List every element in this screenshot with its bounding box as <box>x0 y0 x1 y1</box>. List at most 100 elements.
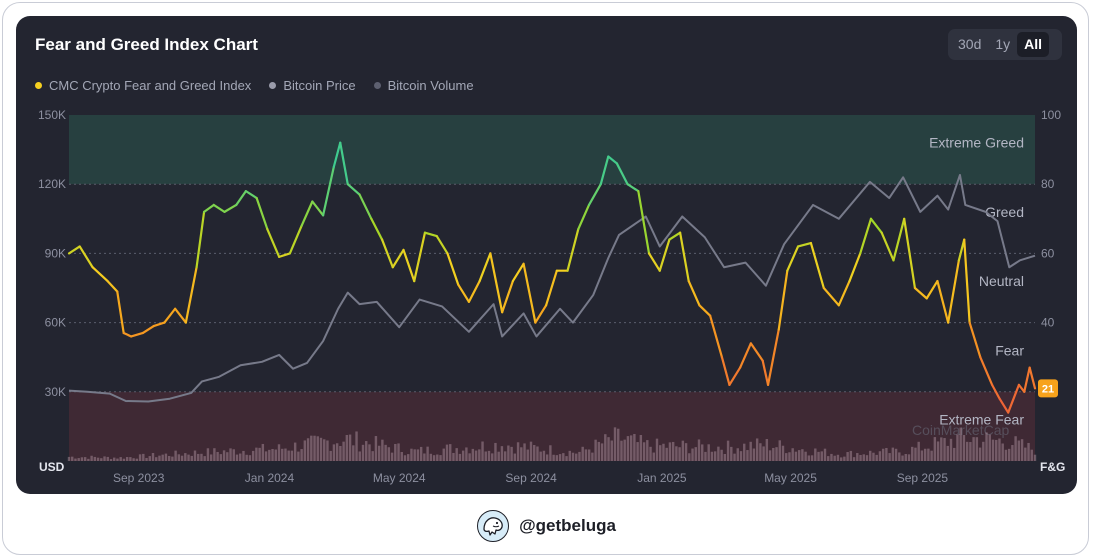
volume-bar <box>394 443 397 461</box>
volume-bar <box>956 434 959 461</box>
volume-bar <box>533 445 536 461</box>
volume-bar <box>875 454 878 461</box>
volume-bar <box>807 455 811 461</box>
volume-bar <box>978 447 982 461</box>
volume-bar <box>174 450 177 461</box>
fear-greed-line-segment <box>423 231 438 238</box>
volume-bar <box>765 438 769 461</box>
volume-bar <box>681 440 685 461</box>
volume-bar <box>1020 439 1024 461</box>
volume-bar <box>781 445 785 461</box>
volume-bar <box>998 438 1001 461</box>
fear-greed-line-segment <box>668 231 682 241</box>
x-axis-tick-label: Jan 2024 <box>245 471 295 485</box>
x-axis-tick-label: Sep 2023 <box>113 471 165 485</box>
volume-bar <box>917 441 920 461</box>
volume-bar <box>797 450 801 461</box>
range-all-button[interactable]: All <box>1017 32 1050 57</box>
volume-bar <box>920 450 924 461</box>
fear-greed-line-segment <box>1017 383 1026 393</box>
volume-bar <box>416 449 420 461</box>
volume-bar <box>468 453 471 461</box>
volume-bar <box>290 450 294 461</box>
volume-bar <box>1001 443 1004 461</box>
volume-bar <box>313 435 316 461</box>
volume-bar <box>633 433 636 461</box>
fear-greed-line-segment <box>489 252 504 314</box>
volume-bar <box>562 453 565 461</box>
volume-bar <box>516 442 520 461</box>
fear-greed-line-segment <box>288 224 303 255</box>
volume-bar <box>949 438 953 461</box>
chart-card: Fear and Greed Index Chart 30d 1y All CM… <box>16 16 1077 494</box>
left-axis-tick-label: 90K <box>45 246 66 260</box>
volume-bar <box>371 451 374 461</box>
fear-greed-line-segment <box>761 359 770 386</box>
volume-bar <box>723 454 727 461</box>
volume-bar <box>529 441 533 461</box>
current-value-badge <box>1038 379 1058 398</box>
volume-bar <box>927 448 930 461</box>
range-30d-button[interactable]: 30d <box>958 36 982 52</box>
volume-bar <box>768 450 772 461</box>
volume-bar <box>478 449 481 461</box>
fear-greed-line-segment <box>1028 366 1037 390</box>
legend-item-bitcoin-price[interactable]: Bitcoin Price <box>269 78 356 93</box>
volume-bar <box>730 446 733 461</box>
volume-bar <box>665 447 668 461</box>
volume-bar <box>953 447 956 461</box>
volume-bar <box>704 451 707 461</box>
volume-bar <box>623 439 626 461</box>
volume-bar <box>558 454 562 461</box>
fear-greed-line-segment <box>848 252 862 283</box>
volume-bar <box>720 449 723 461</box>
volume-bar <box>995 439 998 461</box>
volume-bar <box>823 448 827 461</box>
volume-bar <box>167 455 171 461</box>
volume-bar <box>869 450 872 461</box>
volume-bar <box>119 457 122 461</box>
legend-item-bitcoin-volume[interactable]: Bitcoin Volume <box>373 78 474 93</box>
fear-greed-line-segment <box>869 217 883 234</box>
fear-greed-line-segment <box>321 165 335 217</box>
range-1y-button[interactable]: 1y <box>995 36 1011 52</box>
fear-greed-line-segment <box>130 331 145 338</box>
fear-greed-line-segment <box>339 141 349 186</box>
right-axis-tick-label: 100 <box>1041 108 1061 122</box>
volume-bar <box>697 439 701 461</box>
volume-bar <box>293 442 297 461</box>
volume-bar <box>859 454 862 461</box>
volume-bar <box>510 446 513 461</box>
zone-label: Fear <box>995 342 1024 358</box>
volume-bar <box>907 454 911 461</box>
volume-bar <box>306 438 310 461</box>
volume-bar <box>911 446 914 461</box>
volume-bar <box>274 449 277 461</box>
volume-bar <box>536 446 539 461</box>
volume-bar <box>810 455 814 461</box>
volume-bar <box>739 451 743 461</box>
volume-bar <box>743 443 746 461</box>
volume-bar <box>487 450 491 461</box>
volume-bar <box>662 443 665 461</box>
volume-bar <box>988 434 991 461</box>
extreme-fear-band <box>69 391 1035 461</box>
volume-bar <box>626 436 630 461</box>
volume-bar <box>1014 436 1017 461</box>
fear-greed-line-segment <box>212 203 226 213</box>
fear-greed-line-segment <box>647 252 661 272</box>
volume-bar <box>138 454 142 461</box>
volume-bar <box>814 448 817 461</box>
fear-greed-line-segment <box>67 245 81 255</box>
fear-greed-line-segment <box>435 235 449 255</box>
volume-bar <box>365 441 368 461</box>
volume-bar <box>775 447 778 461</box>
volume-bar <box>691 448 694 461</box>
volume-bar <box>552 454 555 461</box>
volume-bar <box>791 448 794 461</box>
volume-bar <box>145 457 148 461</box>
fear-greed-line-segment <box>957 238 966 262</box>
volume-bar <box>975 437 979 461</box>
legend-item-fear-greed[interactable]: CMC Crypto Fear and Greed Index <box>35 78 251 93</box>
